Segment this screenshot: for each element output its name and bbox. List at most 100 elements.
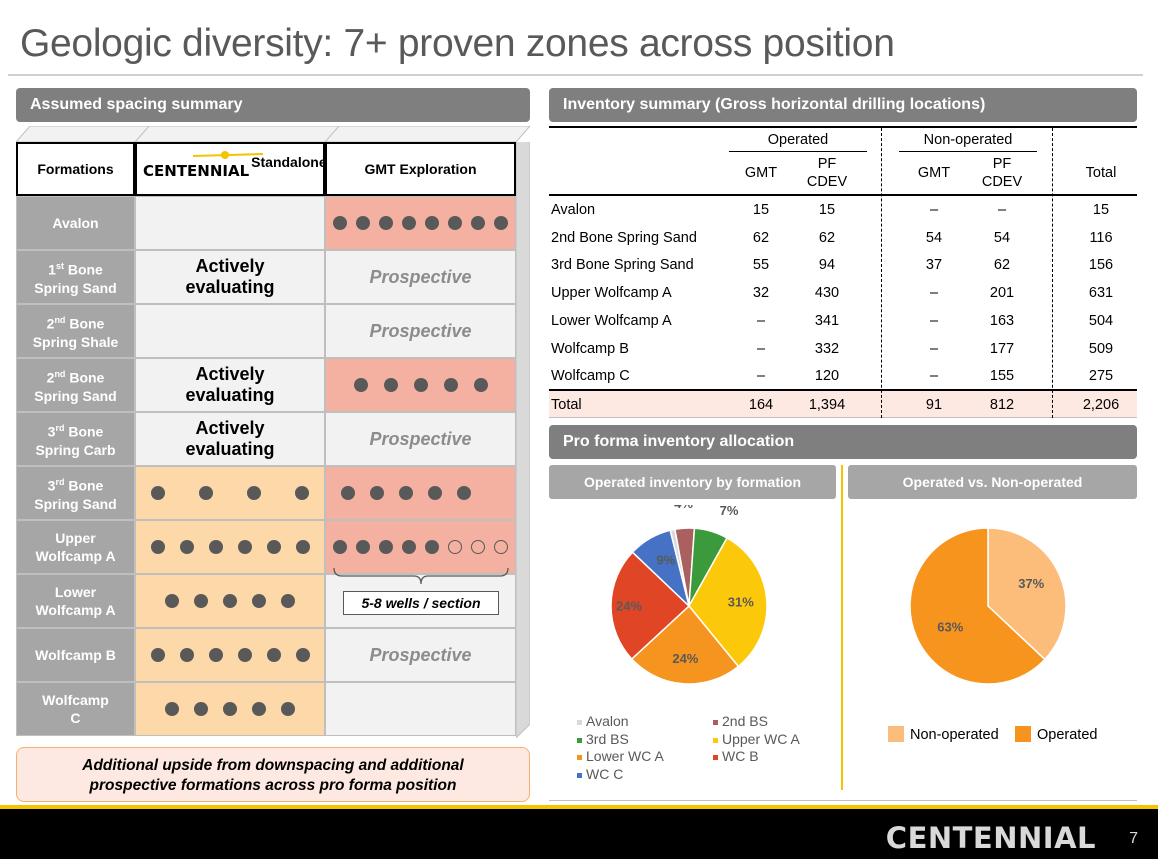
divider-dashed [881, 128, 882, 418]
table-row: 2nd Bone Spring Sand 62 62 54 54 116 [549, 224, 1137, 252]
table-cell: – [756, 368, 766, 385]
pie-chart-operated: 37% 63% [909, 527, 1067, 685]
well-dots [165, 594, 295, 608]
table-cell: 631 [1088, 285, 1114, 302]
table-row: Wolfcamp C – 120 – 155 275 [549, 362, 1137, 390]
formation-label: 1st Bone Spring Sand [16, 250, 135, 304]
standalone-cell [135, 304, 325, 358]
legend-entry: Upper WC A [713, 731, 800, 747]
legend-swatch [577, 737, 582, 743]
standalone-label: Standalone [251, 154, 327, 170]
table-cell: 37 [925, 257, 943, 274]
gmt-cell [325, 520, 516, 574]
pie-slice-lower-wc-a [630, 604, 740, 685]
pie-label: 24% [672, 651, 698, 666]
standalone-cell [135, 628, 325, 682]
table-cell: 62 [752, 229, 770, 246]
prospective-label: Prospective [325, 304, 516, 358]
legend-entry: 3rd BS [577, 731, 629, 747]
formation-label: 2nd Bone Spring Sand [16, 358, 135, 412]
table-cell: 275 [1088, 368, 1114, 385]
table-cell: 32 [752, 285, 770, 302]
page-number: 7 [1129, 830, 1138, 847]
table-cell: 54 [925, 229, 943, 246]
well-dots [340, 486, 471, 500]
col-gmt-nonop: GMT [917, 165, 951, 181]
table-cell: 15 [752, 202, 770, 218]
spacing-row-avalon: Avalon [16, 196, 516, 250]
table-cell: – [929, 340, 939, 357]
table-cell: Lower Wolfcamp A [551, 312, 672, 329]
formation-label: Upper Wolfcamp A [16, 520, 135, 574]
table-cell: 15 [1092, 202, 1110, 218]
table-cell: – [756, 340, 766, 357]
actively-evaluating: Actively evaluating [135, 412, 325, 466]
pie-chart-formation: 1%4%7%31%24%24%9% [610, 505, 768, 685]
legend-label: Lower WC A [586, 748, 664, 764]
legend-entry: Avalon [577, 713, 629, 729]
formation-label: 3rd Bone Spring Carb [16, 412, 135, 466]
well-dots [333, 540, 508, 554]
table-cell: 54 [993, 229, 1011, 246]
formation-label: Wolfcamp B [16, 628, 135, 682]
legend-swatch [713, 737, 718, 743]
well-dots [333, 216, 508, 230]
total-rule [549, 389, 1137, 391]
formation-label: Wolfcamp C [16, 682, 135, 736]
table-cell: – [997, 202, 1007, 218]
table-cell: 3rd Bone Spring Sand [551, 257, 694, 274]
bracket-icon [333, 567, 509, 585]
wells-per-section-note: 5-8 wells / section [343, 591, 499, 615]
upside-note: Additional upside from downspacing and a… [16, 747, 530, 802]
table-cell: 201 [989, 285, 1015, 302]
table-cell: Wolfcamp C [551, 368, 630, 385]
pie-label: 4% [674, 505, 693, 511]
logo-text: CENTENNIAL [143, 162, 250, 180]
allocation-header: Pro forma inventory allocation [549, 425, 1137, 459]
footer-logo: CENTENNIAL [885, 821, 1096, 855]
legend-label: WC C [586, 766, 624, 782]
table-cell: 504 [1088, 312, 1114, 329]
gmt-header: GMT Exploration [325, 142, 516, 196]
actively-evaluating: Actively evaluating [135, 358, 325, 412]
table-cell: 62 [993, 257, 1011, 274]
col-total: Total [1085, 165, 1117, 181]
formations-header: Formations [16, 142, 135, 196]
logo-swoosh-icon [192, 151, 264, 159]
formation-label: 3rd Bone Spring Sand [16, 466, 135, 520]
nonoperated-group: Non-operated [923, 132, 1013, 148]
legend-swatch [1015, 726, 1031, 742]
footer-accent [0, 805, 1158, 809]
table-cell: 332 [814, 340, 840, 357]
footer: CENTENNIAL 7 [0, 809, 1158, 859]
spacing-row-3bs-carb: 3rd Bone Spring Carb Actively evaluating P… [16, 412, 516, 466]
table-cell: 341 [814, 312, 840, 329]
chart-divider [841, 465, 843, 790]
col-pf-cdev-op: PF CDEV [806, 156, 848, 190]
prospective-label: Prospective [325, 250, 516, 304]
op-vs-nonop-title: Operated vs. Non-operated [848, 465, 1137, 499]
table-cell: 509 [1088, 340, 1114, 357]
table-row: Wolfcamp B – 332 – 177 509 [549, 335, 1137, 363]
table-cell: 177 [989, 340, 1015, 357]
well-dots [165, 702, 295, 716]
table-cell: 15 [818, 202, 836, 218]
standalone-cell [135, 196, 325, 250]
legend-entry: 2nd BS [713, 713, 768, 729]
legend-entry: Lower WC A [577, 748, 664, 764]
legend-swatch [577, 772, 582, 778]
pie-slice-operated [909, 527, 1046, 685]
table-row: Lower Wolfcamp A – 341 – 163 504 [549, 307, 1137, 335]
operated-underline [729, 151, 867, 152]
gmt-cell [325, 682, 516, 736]
table-cell: Upper Wolfcamp A [551, 285, 672, 302]
spacing-row-2bs-shale: 2nd Bone Spring Shale Prospective [16, 304, 516, 358]
legend-label: Operated [1037, 727, 1098, 743]
title-divider [8, 74, 1143, 76]
formation-label: Avalon [16, 196, 135, 250]
formation-label: Lower Wolfcamp A [16, 574, 135, 628]
standalone-header: CENTENNIAL Standalone [135, 142, 327, 196]
legend-swatch [577, 719, 582, 725]
table-cell: – [929, 312, 939, 329]
pie-label: 37% [1018, 576, 1044, 591]
